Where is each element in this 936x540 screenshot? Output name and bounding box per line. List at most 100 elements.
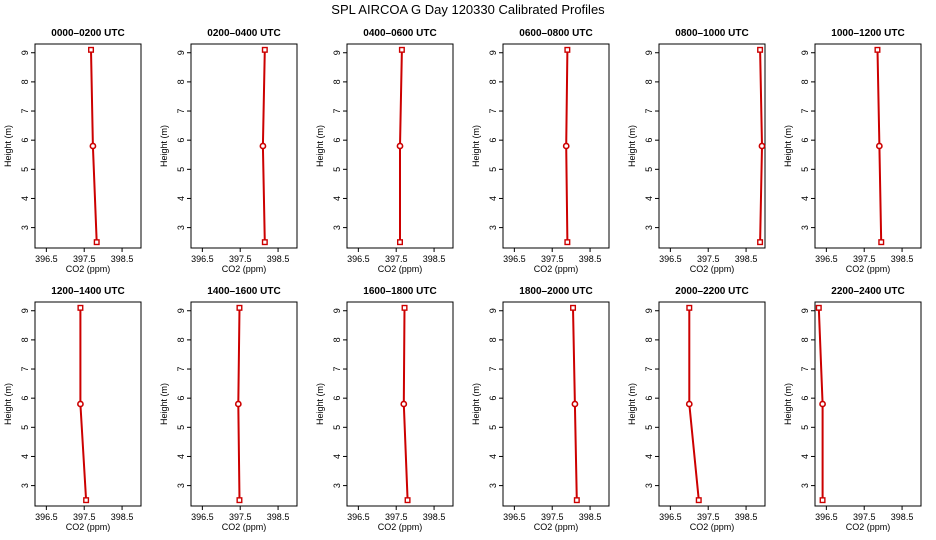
x-tick-label: 397.5 <box>541 512 564 522</box>
y-tick-label: 7 <box>488 367 498 372</box>
data-point <box>259 142 267 150</box>
data-point <box>874 46 881 53</box>
y-tick-label: 6 <box>20 138 30 143</box>
y-tick-label: 6 <box>332 138 342 143</box>
x-tick-label: 398.5 <box>891 254 914 264</box>
y-tick-label: 4 <box>800 454 810 459</box>
y-tick-label: 8 <box>644 337 654 342</box>
x-tick-label: 397.5 <box>229 254 252 264</box>
x-tick-label: 396.5 <box>191 254 214 264</box>
x-tick-label: 396.5 <box>815 254 838 264</box>
data-point <box>686 304 693 311</box>
data-point <box>83 497 90 504</box>
panel-title: 1000–1200 UTC <box>831 28 904 39</box>
plot-frame <box>502 43 610 249</box>
data-point <box>819 400 826 408</box>
y-tick-label: 8 <box>644 79 654 84</box>
x-axis-label: CO2 (ppm) <box>66 522 111 532</box>
x-tick-label: 397.5 <box>385 512 408 522</box>
y-axis-label: Height (m) <box>471 383 481 425</box>
profile-panel: 0600–0800 UTC 396.5 397.5 398.5 3 4 5 6 7 8 9 CO2 (… <box>471 28 610 274</box>
y-tick-label: 8 <box>176 337 186 342</box>
y-tick-label: 9 <box>20 308 30 313</box>
y-tick-label: 4 <box>176 454 186 459</box>
x-tick-label: 397.5 <box>853 254 876 264</box>
x-tick-label: 398.5 <box>423 254 446 264</box>
y-tick-label: 7 <box>800 367 810 372</box>
y-axis-label: Height (m) <box>315 383 325 425</box>
data-point <box>89 142 97 150</box>
plot-frame <box>346 301 454 507</box>
plot-frame <box>34 301 142 507</box>
plot-frame <box>502 301 610 507</box>
profile-panel: 0000–0200 UTC 396.5 397.5 398.5 3 4 5 6 7 8 9 CO2 (… <box>3 28 142 274</box>
y-tick-label: 9 <box>800 308 810 313</box>
y-tick-label: 4 <box>20 454 30 459</box>
plot-frame <box>34 43 142 249</box>
profile-panel: 1400–1600 UTC 396.5 397.5 398.5 3 4 5 6 7 8 9 CO2 (… <box>159 286 298 532</box>
x-tick-label: 398.5 <box>267 254 290 264</box>
panel-title: 1400–1600 UTC <box>207 286 280 297</box>
x-tick-label: 397.5 <box>697 512 720 522</box>
y-tick-label: 5 <box>332 425 342 430</box>
y-tick-label: 4 <box>20 196 30 201</box>
x-axis-label: CO2 (ppm) <box>378 264 423 274</box>
profile-panel: 1600–1800 UTC 396.5 397.5 398.5 3 4 5 6 7 8 9 CO2 (… <box>315 286 454 532</box>
y-tick-label: 8 <box>20 79 30 84</box>
y-tick-label: 4 <box>644 196 654 201</box>
figure-title: SPL AIRCOA G Day 120330 Calibrated Profi… <box>331 2 605 17</box>
data-point <box>815 304 822 311</box>
y-tick-label: 7 <box>644 109 654 114</box>
y-axis-label: Height (m) <box>627 383 637 425</box>
data-point <box>236 497 243 504</box>
data-point <box>234 400 242 408</box>
plot-frame <box>814 43 922 249</box>
data-point <box>758 142 766 150</box>
y-tick-label: 5 <box>20 425 30 430</box>
y-tick-label: 3 <box>176 483 186 488</box>
data-point <box>88 46 95 53</box>
x-axis-label: CO2 (ppm) <box>690 264 735 274</box>
x-tick-label: 396.5 <box>347 254 370 264</box>
data-point <box>396 142 404 150</box>
y-tick-label: 5 <box>644 425 654 430</box>
y-tick-label: 4 <box>488 454 498 459</box>
data-point <box>571 400 579 408</box>
y-tick-label: 9 <box>644 50 654 55</box>
data-point <box>398 46 405 53</box>
x-axis-label: CO2 (ppm) <box>690 522 735 532</box>
y-tick-label: 3 <box>644 483 654 488</box>
y-tick-label: 4 <box>644 454 654 459</box>
plot-frame <box>658 301 766 507</box>
x-tick-label: 398.5 <box>891 512 914 522</box>
y-axis-label: Height (m) <box>3 125 13 167</box>
y-tick-label: 5 <box>800 425 810 430</box>
x-tick-label: 397.5 <box>73 254 96 264</box>
x-axis-label: CO2 (ppm) <box>534 522 579 532</box>
x-tick-label: 396.5 <box>659 254 682 264</box>
y-tick-label: 9 <box>800 50 810 55</box>
y-tick-label: 9 <box>488 308 498 313</box>
y-tick-label: 6 <box>332 396 342 401</box>
y-tick-label: 3 <box>644 225 654 230</box>
y-tick-label: 3 <box>800 225 810 230</box>
x-tick-label: 398.5 <box>735 512 758 522</box>
y-tick-label: 8 <box>20 337 30 342</box>
y-tick-label: 8 <box>488 337 498 342</box>
y-tick-label: 6 <box>488 396 498 401</box>
x-axis-label: CO2 (ppm) <box>222 522 267 532</box>
data-point <box>573 497 580 504</box>
y-tick-label: 9 <box>176 308 186 313</box>
x-tick-label: 396.5 <box>35 254 58 264</box>
y-tick-label: 6 <box>176 396 186 401</box>
plot-frame <box>190 301 298 507</box>
profile-panel: 1000–1200 UTC 396.5 397.5 398.5 3 4 5 6 7 8 9 CO2 (… <box>783 28 922 274</box>
profile-panel: 0400–0600 UTC 396.5 397.5 398.5 3 4 5 6 7 8 9 CO2 (… <box>315 28 454 274</box>
data-point <box>400 400 408 408</box>
y-tick-label: 8 <box>800 79 810 84</box>
x-tick-label: 397.5 <box>229 512 252 522</box>
y-tick-label: 5 <box>800 167 810 172</box>
y-tick-label: 3 <box>20 483 30 488</box>
y-tick-label: 6 <box>488 138 498 143</box>
x-tick-label: 396.5 <box>191 512 214 522</box>
